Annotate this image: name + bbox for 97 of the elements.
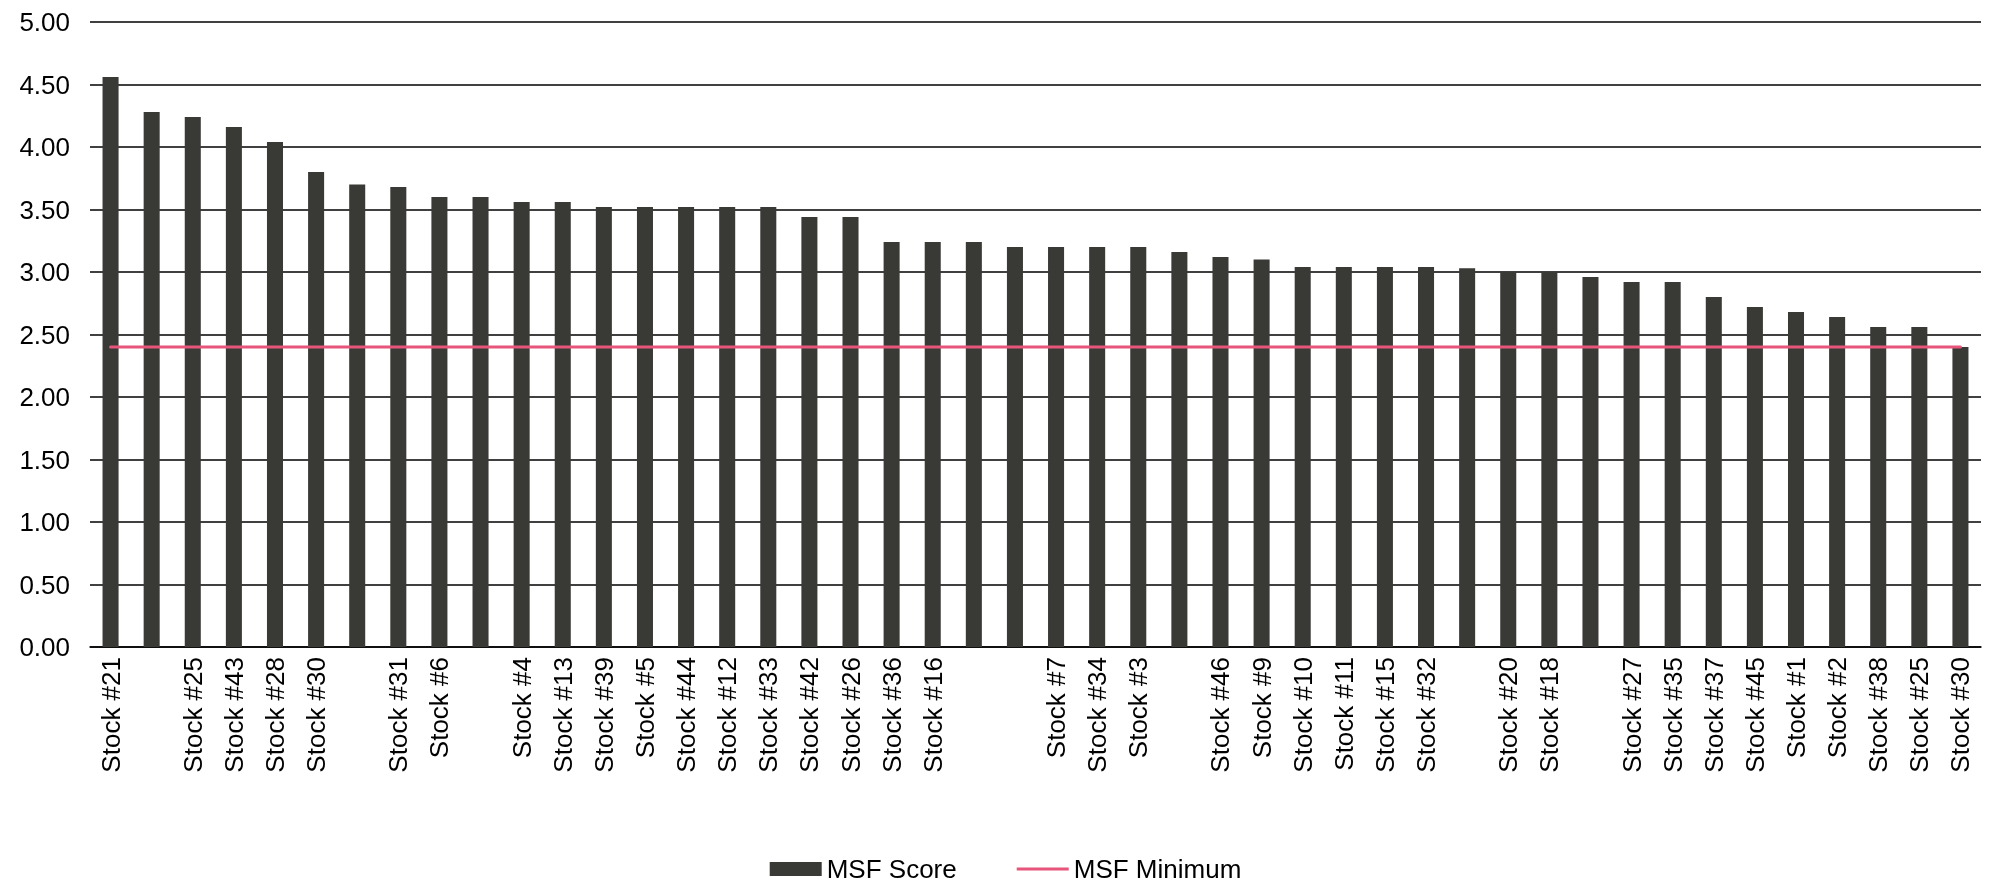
x-tick-label: Stock #12 xyxy=(712,657,743,773)
x-tick-label: Stock #28 xyxy=(259,657,290,773)
bar xyxy=(1952,347,1969,647)
y-tick-label: 1.50 xyxy=(19,444,70,475)
bar xyxy=(266,142,284,647)
x-tick-label: Stock #10 xyxy=(1287,657,1318,773)
x-tick-label: Stock #34 xyxy=(1082,657,1113,773)
bar xyxy=(636,207,653,647)
x-tick-label: Stock #6 xyxy=(424,657,455,759)
x-tick-label: Stock #42 xyxy=(794,657,825,773)
y-tick-label: 2.50 xyxy=(19,319,70,350)
y-tick-label: 4.00 xyxy=(19,132,70,162)
x-tick-label: Stock #30 xyxy=(301,657,332,773)
bar xyxy=(102,77,119,647)
bar xyxy=(1911,327,1928,647)
x-tick-label: Stock #26 xyxy=(835,657,866,773)
bar xyxy=(801,217,818,647)
bar xyxy=(1787,312,1805,647)
bar xyxy=(924,242,941,647)
y-tick-label: 3.00 xyxy=(19,257,70,287)
x-tick-label: Stock #25 xyxy=(177,657,208,773)
bar xyxy=(842,217,859,647)
bar xyxy=(1335,267,1352,647)
bar xyxy=(184,117,201,647)
x-tick-label: Stock #45 xyxy=(1739,657,1770,773)
x-tick-label: Stock #36 xyxy=(876,657,907,773)
x-tick-label: Stock #21 xyxy=(95,657,126,773)
bar xyxy=(1582,277,1599,647)
x-tick-label: Stock #46 xyxy=(1205,657,1236,773)
x-tick-label: Stock #13 xyxy=(547,657,578,773)
x-tick-label: Stock #16 xyxy=(917,657,948,773)
legend-label: MSF Minimum xyxy=(1073,854,1242,884)
x-tick-label: Stock #15 xyxy=(1369,657,1400,773)
x-tick-label: Stock #27 xyxy=(1616,657,1647,773)
bar xyxy=(1623,282,1640,647)
bar xyxy=(965,242,982,647)
x-tick-label: Stock #44 xyxy=(671,657,702,773)
x-tick-label: Stock #11 xyxy=(1328,657,1359,771)
bar xyxy=(883,242,900,647)
x-tick-label: Stock #7 xyxy=(1041,657,1072,759)
bar xyxy=(1376,267,1393,647)
x-tick-label: Stock #18 xyxy=(1534,657,1565,773)
bar xyxy=(1089,247,1106,647)
legend-label: MSF Score xyxy=(826,854,957,884)
bar xyxy=(1294,267,1311,647)
bar xyxy=(225,127,242,647)
bar xyxy=(143,112,160,647)
bar xyxy=(1746,307,1763,647)
x-tick-label: Stock #3 xyxy=(1123,657,1154,759)
x-tick-label: Stock #35 xyxy=(1657,657,1688,773)
y-tick-label: 1.00 xyxy=(19,507,70,537)
bar xyxy=(595,207,612,647)
bar xyxy=(1500,272,1517,647)
bar xyxy=(1253,259,1270,647)
bar xyxy=(1048,247,1065,647)
y-tick-label: 0.50 xyxy=(19,569,70,600)
x-tick-label: Stock #33 xyxy=(753,657,784,773)
bar xyxy=(1541,272,1558,647)
bar xyxy=(1459,268,1476,647)
x-tick-label: Stock #43 xyxy=(218,657,249,773)
bar xyxy=(1130,247,1147,647)
x-tick-label: Stock #38 xyxy=(1863,657,1894,773)
x-tick-label: Stock #32 xyxy=(1411,657,1442,773)
x-tick-label: Stock #9 xyxy=(1246,657,1277,759)
bar xyxy=(554,202,571,647)
bar xyxy=(431,197,448,647)
bar xyxy=(1829,317,1846,647)
x-tick-label: Stock #2 xyxy=(1822,657,1853,759)
bar xyxy=(1171,252,1188,647)
bar xyxy=(1006,247,1023,647)
bar xyxy=(513,202,530,647)
y-tick-label: 0.00 xyxy=(19,632,70,662)
bar xyxy=(1418,267,1435,647)
bar xyxy=(760,207,777,647)
bar xyxy=(1212,257,1229,647)
x-tick-label: Stock #39 xyxy=(588,657,619,773)
bar xyxy=(1870,327,1887,647)
bar xyxy=(719,207,736,647)
bar xyxy=(1664,282,1681,647)
x-tick-label: Stock #37 xyxy=(1698,657,1729,773)
y-tick-label: 5.00 xyxy=(19,7,70,37)
x-tick-label: Stock #20 xyxy=(1493,657,1524,773)
y-tick-label: 2.00 xyxy=(19,382,70,412)
bar xyxy=(1705,297,1722,647)
x-tick-label: Stock #30 xyxy=(1945,657,1976,773)
bar xyxy=(472,197,489,647)
x-tick-label: Stock #4 xyxy=(506,657,537,759)
bar xyxy=(308,172,325,647)
x-tick-label: Stock #25 xyxy=(1904,657,1935,773)
x-tick-label: Stock #1 xyxy=(1781,657,1812,759)
x-tick-label: Stock #31 xyxy=(383,657,414,773)
bar xyxy=(678,207,695,647)
y-tick-label: 4.50 xyxy=(19,69,70,100)
x-tick-label: Stock #5 xyxy=(629,657,660,759)
bar xyxy=(349,184,366,647)
bar xyxy=(390,187,407,647)
y-tick-label: 3.50 xyxy=(19,194,70,225)
